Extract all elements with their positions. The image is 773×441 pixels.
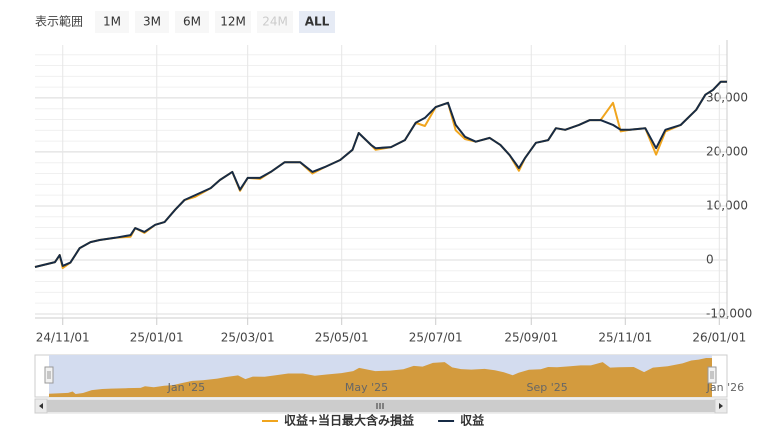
x-tick-label: 24/11/01: [36, 331, 90, 345]
scrollbar-thumb[interactable]: [47, 400, 715, 412]
scrollbar: [34, 398, 728, 414]
legend-label[interactable]: 収益+当日最大含み損益: [284, 413, 414, 428]
x-tick-label: 26/01/01: [692, 331, 746, 345]
legend-label[interactable]: 収益: [460, 413, 484, 428]
x-tick-label: 25/11/01: [598, 331, 652, 345]
range-label: 表示範囲: [35, 14, 83, 29]
series-line: [34, 80, 727, 268]
x-tick-label: 25/03/01: [221, 331, 275, 345]
navigator-label: Jan '25: [167, 381, 205, 394]
range-button-label: 1M: [103, 15, 121, 29]
navigator-handle[interactable]: [44, 366, 54, 384]
arrow-left: [39, 403, 43, 409]
handle-grip: [47, 371, 51, 379]
legend: 収益+当日最大含み損益 収益: [262, 413, 484, 428]
x-tick-label: 25/07/01: [409, 331, 463, 345]
navigator-handle[interactable]: [707, 366, 717, 384]
range-buttons: 1M 3M 6M 12M 24M ALL: [95, 11, 335, 33]
range-button-label: 12M: [220, 15, 246, 29]
navigator: Jan '25 May '25 Sep '25 Jan '26: [34, 354, 744, 398]
range-button[interactable]: [215, 11, 251, 33]
y-tick-label: -10,000: [706, 306, 752, 320]
x-tick-label: 25/01/01: [130, 331, 184, 345]
range-button[interactable]: [95, 11, 129, 33]
range-button: [257, 11, 293, 33]
range-button-label: 3M: [143, 15, 161, 29]
series-line: [34, 80, 727, 269]
arrow-right: [719, 403, 723, 409]
range-button-label: ALL: [305, 15, 330, 29]
scrollbar-grip: [376, 403, 384, 409]
navigator-label: Sep '25: [526, 381, 567, 394]
range-button[interactable]: [175, 11, 209, 33]
handle-grip: [710, 371, 714, 379]
range-button[interactable]: [135, 11, 169, 33]
navigator-area: [49, 358, 712, 397]
range-button-label: 24M: [262, 15, 288, 29]
x-tick-label: 25/05/01: [315, 331, 369, 345]
x-tick-label: 25/09/01: [504, 331, 558, 345]
y-tick-label: 0: [706, 252, 714, 266]
navigator-label: May '25: [345, 381, 388, 394]
range-button-label: 6M: [183, 15, 201, 29]
range-button[interactable]: [299, 11, 335, 33]
navigator-label: Jan '26: [706, 381, 744, 394]
